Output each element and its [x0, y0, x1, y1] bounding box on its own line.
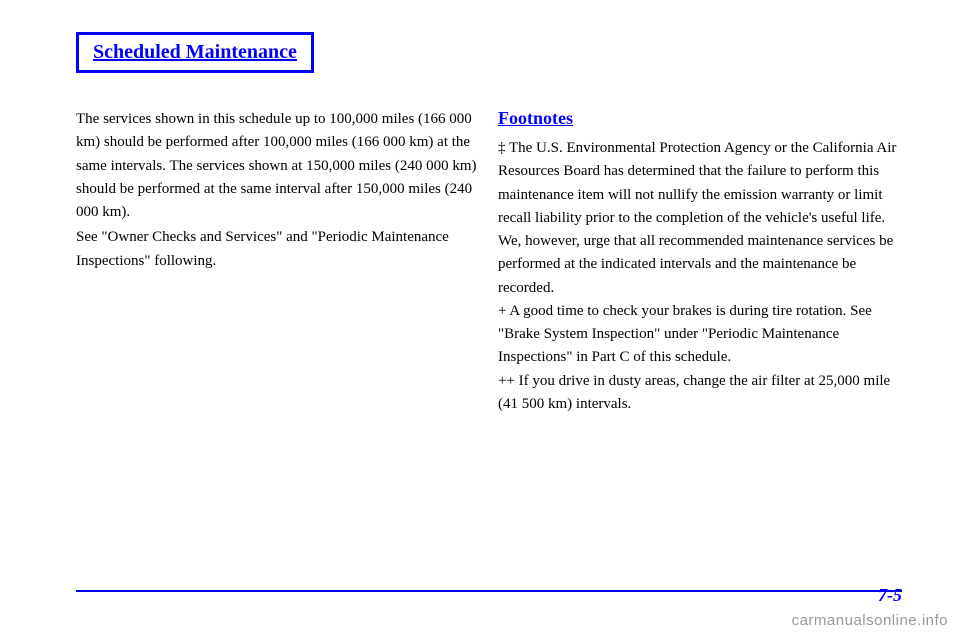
section-header-box: Scheduled Maintenance — [76, 32, 314, 73]
footnote-2: + A good time to check your brakes is du… — [498, 300, 898, 370]
right-column: Footnotes ‡ The U.S. Environmental Prote… — [498, 108, 898, 416]
body-text-block: The services shown in this schedule up t… — [76, 108, 480, 273]
section-header-title: Scheduled Maintenance — [93, 41, 297, 63]
footnotes-heading: Footnotes — [498, 108, 898, 129]
footnotes-body: ‡ The U.S. Environmental Protection Agen… — [498, 137, 898, 416]
bottom-divider — [76, 590, 902, 592]
watermark-text: carmanualsonline.info — [792, 612, 948, 629]
left-column: The services shown in this schedule up t… — [76, 108, 480, 275]
left-paragraph-2: See "Owner Checks and Services" and "Per… — [76, 226, 480, 273]
left-paragraph-1: The services shown in this schedule up t… — [76, 108, 480, 224]
footnote-3: ++ If you drive in dusty areas, change t… — [498, 370, 898, 417]
page-number: 7-5 — [878, 585, 902, 606]
footnote-1: ‡ The U.S. Environmental Protection Agen… — [498, 137, 898, 300]
